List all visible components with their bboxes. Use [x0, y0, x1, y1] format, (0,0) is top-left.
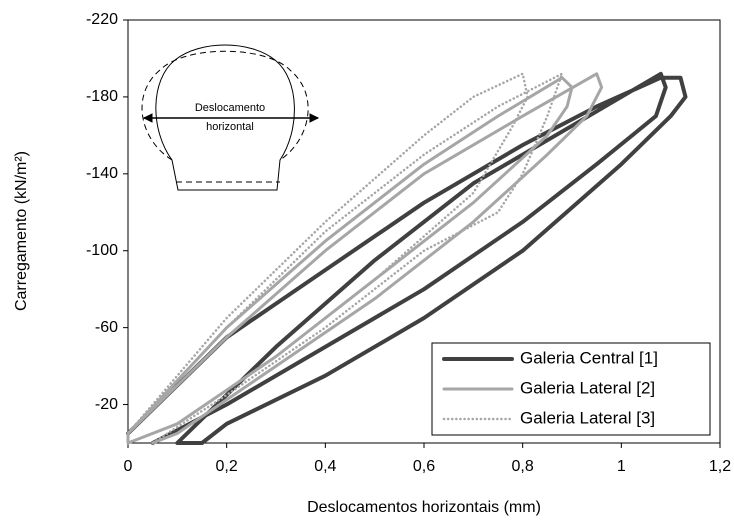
y-tick-label: -220 [86, 11, 118, 28]
tunnel-outline [155, 44, 295, 191]
y-tick-label: -140 [86, 165, 118, 182]
annotation: horizontal [206, 121, 254, 133]
x-tick-label: 1,2 [709, 458, 731, 475]
y-tick-label: -20 [95, 396, 118, 413]
inset-diagram [141, 44, 320, 191]
annotation: Deslocamento [195, 102, 265, 114]
legend-label: Galeria Central [1] [520, 348, 658, 367]
series-line [126, 72, 564, 445]
x-tick-label: 1 [617, 458, 626, 475]
legend-label: Galeria Lateral [3] [520, 408, 655, 427]
legend-label: Galeria Lateral [2] [520, 378, 655, 397]
x-tick-label: 0 [124, 458, 133, 475]
x-tick-label: 0,4 [314, 458, 336, 475]
y-tick-label: -60 [95, 319, 118, 336]
arrow-heads [142, 113, 320, 123]
x-axis-label: Deslocamentos horizontais (mm) [307, 499, 541, 516]
series-line [126, 71, 688, 445]
y-axis-label: Carregamento (kN/m²) [13, 151, 30, 311]
x-tick-label: 0,8 [512, 458, 534, 475]
x-tick-label: 0,2 [216, 458, 238, 475]
x-tick-label: 0,6 [413, 458, 435, 475]
series-line [126, 72, 604, 445]
deformed-outline [141, 50, 309, 161]
y-tick-label: -180 [86, 88, 118, 105]
y-tick-label: -100 [86, 242, 118, 259]
